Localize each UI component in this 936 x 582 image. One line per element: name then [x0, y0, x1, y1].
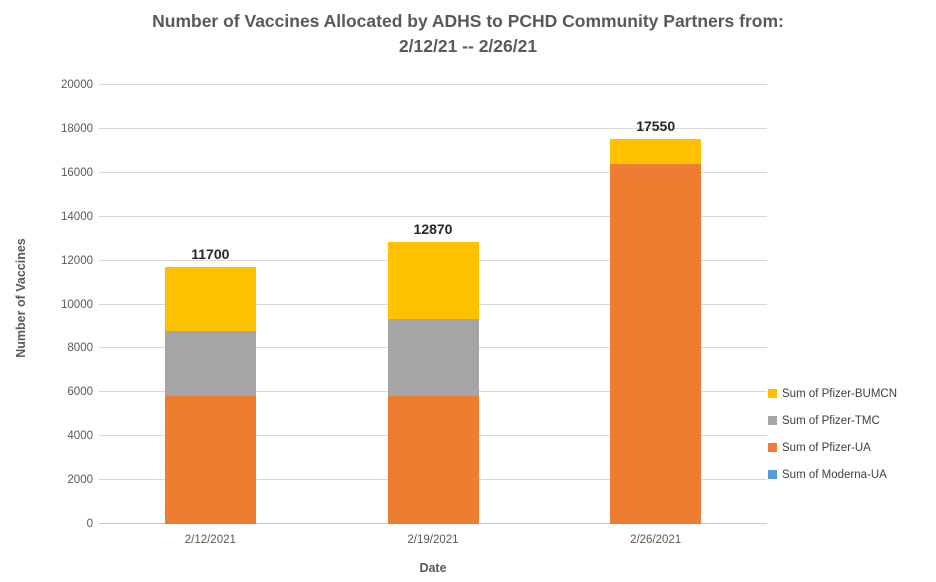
legend-swatch-icon — [768, 443, 777, 452]
y-axis-tick-label: 6000 — [67, 386, 93, 399]
y-axis-tick-label: 4000 — [67, 430, 93, 443]
bar-segment-pfizer-bumcn[interactable] — [387, 241, 479, 319]
legend-label: Sum of Pfizer-TMC — [782, 414, 880, 427]
chart-title-line1: Number of Vaccines Allocated by ADHS to … — [152, 11, 784, 31]
y-axis: 0 2000 4000 6000 8000 10000 12000 14000 16000 180… — [0, 79, 93, 530]
legend-label: Sum of Pfizer-UA — [782, 441, 871, 454]
legend-item-pfizer-tmc[interactable]: Sum of Pfizer-TMC — [768, 407, 897, 434]
legend-swatch-icon — [768, 416, 777, 425]
bar-total-label: 17550 — [636, 117, 676, 134]
gridline — [99, 127, 767, 129]
chart-title-line2: 2/12/21 -- 2/26/21 — [398, 36, 538, 56]
y-axis-tick-label: 12000 — [61, 254, 93, 267]
legend: Sum of Pfizer-BUMCN Sum of Pfizer-TMC Sum … — [768, 380, 897, 488]
legend-item-pfizer-ua[interactable]: Sum of Pfizer-UA — [768, 434, 897, 461]
plot-area: 11700 2/12/2021 12870 2/19/2021 17550 2/26/20… — [99, 84, 767, 546]
gridline — [99, 215, 767, 217]
y-axis-tick-label: 8000 — [67, 342, 93, 355]
bar-total-label: 12870 — [413, 220, 453, 237]
x-axis-tick-label: 2/19/2021 — [407, 534, 459, 546]
bar-segment-pfizer-ua[interactable] — [610, 164, 702, 524]
legend-label: Sum of Pfizer-BUMCN — [782, 387, 898, 400]
bar-segment-pfizer-ua[interactable] — [387, 395, 479, 524]
chart-title: Number of Vaccines Allocated by ADHS to … — [0, 9, 936, 59]
y-axis-tick-label: 2000 — [67, 474, 93, 487]
bar-segment-pfizer-bumcn[interactable] — [164, 267, 256, 332]
stacked-bar-2-19-2021 — [387, 241, 479, 524]
gridline — [99, 84, 767, 85]
bar-segment-pfizer-bumcn[interactable] — [610, 138, 702, 165]
y-axis-tick-label: 20000 — [61, 79, 93, 91]
y-axis-tick-label: 10000 — [61, 298, 93, 311]
stacked-bar-2-12-2021 — [164, 267, 256, 524]
legend-swatch-icon — [768, 389, 777, 398]
legend-label: Sum of Moderna-UA — [782, 468, 887, 481]
stacked-bar-2-26-2021 — [610, 138, 702, 524]
gridline — [99, 171, 767, 173]
legend-item-pfizer-bumcn[interactable]: Sum of Pfizer-BUMCN — [768, 380, 897, 407]
x-axis-tick-label: 2/26/2021 — [630, 534, 682, 546]
legend-swatch-icon — [768, 470, 777, 479]
y-axis-tick-label: 16000 — [61, 166, 93, 179]
legend-item-moderna-ua[interactable]: Sum of Moderna-UA — [768, 461, 897, 488]
x-axis-title: Date — [419, 561, 447, 575]
y-axis-tick-label: 14000 — [61, 210, 93, 223]
y-axis-tick-label: 18000 — [61, 122, 93, 135]
bar-segment-pfizer-ua[interactable] — [164, 395, 256, 524]
y-axis-tick-label: 0 — [86, 518, 93, 530]
bar-total-label: 11700 — [191, 246, 230, 263]
x-axis-tick-label: 2/12/2021 — [184, 534, 236, 546]
bar-segment-pfizer-tmc[interactable] — [164, 331, 256, 396]
bar-segment-pfizer-tmc[interactable] — [387, 318, 479, 396]
